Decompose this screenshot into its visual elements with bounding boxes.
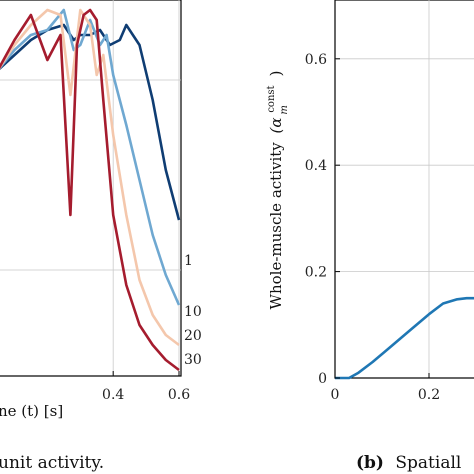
panel-a-x-ticks: 0.4 0.6 (102, 371, 190, 403)
panel-b-frame (334, 0, 474, 379)
panel-b-y-tick-label: 0.2 (305, 265, 327, 281)
series-label-20: 20 (184, 328, 202, 344)
panel-b-y-axis-label-subscript: m (279, 105, 290, 114)
panel-a-x-tick-label: 0.6 (168, 387, 190, 403)
panel-b-y-axis-label: Whole-muscle activity (α const m ) (260, 71, 291, 310)
panel-b-caption: (b) Spatiall (356, 453, 461, 473)
panel-a-series-labels: 1 10 20 30 (184, 253, 202, 368)
panel-b-y-tick-label: 0 (318, 371, 327, 387)
panel-a-x-tick-label: 0.4 (102, 387, 124, 403)
series-label-1: 1 (184, 253, 193, 269)
panel-b-y-axis-label-text: Whole-muscle activity (267, 142, 285, 310)
panel-b-series (335, 296, 474, 380)
panel-b-x-tick-label: 0 (331, 387, 340, 403)
panel-a-chart: 0.4 0.6 1 10 20 30 ne (t) [s] unit activity. (0, 0, 202, 473)
series-label-30: 30 (184, 352, 202, 368)
series-line-1 (0, 23, 181, 221)
panel-a-grid (0, 0, 181, 376)
panel-b-series-line (335, 296, 474, 380)
series-line-30 (0, 8, 180, 372)
panel-b-caption-label: (b) (356, 453, 384, 473)
panel-b-x-ticks: 0 0.2 (331, 373, 440, 403)
panel-b-chart: 0 0.2 00.20.40.6 Whole-muscle activity (α… (260, 0, 474, 473)
panel-b-y-tick-label: 0.6 (305, 52, 327, 68)
panel-b-y-axis-label-symbol: (α (267, 117, 285, 133)
series-line-10 (0, 8, 181, 306)
series-line-20 (0, 8, 180, 347)
panel-b-y-axis-label-close: ) (267, 71, 285, 77)
panel-b-y-tick-label: 0.4 (305, 158, 327, 174)
panel-b-caption-text: Spatiall (395, 453, 461, 473)
panel-a-caption: unit activity. (0, 453, 104, 473)
panel-b-y-axis-label-superscript: const (266, 85, 277, 112)
panel-a-x-axis-label: ne (t) [s] (0, 402, 63, 420)
series-label-10: 10 (184, 304, 202, 320)
panel-b-x-tick-label: 0.2 (418, 387, 440, 403)
panel-b-y-ticks: 0 0.2 0.4 0.6 (305, 52, 340, 387)
panel-b-grid (335, 0, 474, 378)
panel-a-series (0, 8, 181, 372)
panel-a-frame (0, 0, 182, 377)
